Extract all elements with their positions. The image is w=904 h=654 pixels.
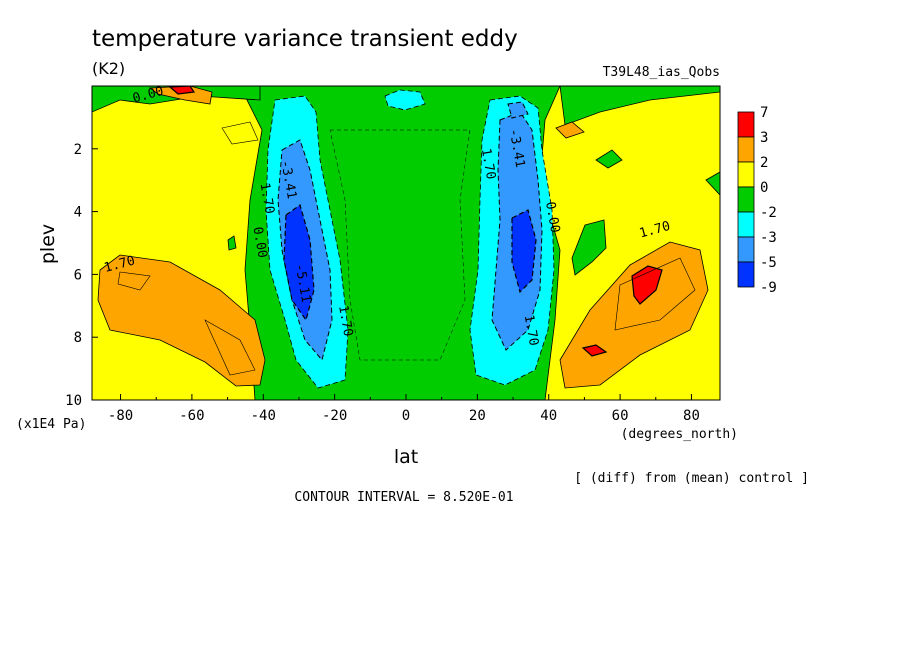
experiment-label: T39L48_ias_Qobs <box>603 65 720 80</box>
x-tick-label: -40 <box>251 408 276 424</box>
colorbar-label: 2 <box>760 155 768 171</box>
colorbar-swatch <box>737 111 755 138</box>
y-tick-label: 10 <box>65 393 82 409</box>
colorbar-label: -3 <box>760 230 777 246</box>
contour-line <box>329 129 471 361</box>
contour-label: 1.70 <box>335 304 355 337</box>
x-tick-label: -80 <box>108 408 133 424</box>
x-tick-label: -20 <box>322 408 347 424</box>
contour-label: 0.00 <box>542 201 562 234</box>
chart-title: temperature variance transient eddy <box>92 26 518 52</box>
comparison-note: [ (diff) from (mean) control ] <box>574 471 809 486</box>
contour-label: 1.70 <box>478 147 498 180</box>
band-red-right-low <box>581 344 608 357</box>
contour-line <box>221 121 259 145</box>
contour-line <box>117 271 151 291</box>
band-darkblue-left <box>283 204 315 322</box>
x-tick-label: 60 <box>612 408 629 424</box>
band-cyan-top <box>384 89 426 111</box>
band-green-rightsmall <box>595 149 623 169</box>
x-tick-label: 0 <box>402 408 410 424</box>
contour-field <box>92 86 720 400</box>
x-axis-unit: (degrees_north) <box>621 427 738 442</box>
band-green-farright <box>705 171 720 196</box>
y-axis-unit: (x1E4 Pa) <box>16 417 86 432</box>
band-orange-left <box>97 254 266 387</box>
colorbar-label: 7 <box>760 105 768 121</box>
x-tick-label: 20 <box>469 408 486 424</box>
y-tick-label: 2 <box>74 142 82 158</box>
colorbar-label: -2 <box>760 205 777 221</box>
colorbar-label: -5 <box>760 255 777 271</box>
colorbar-label: 3 <box>760 130 768 146</box>
colorbar-swatch <box>737 161 755 188</box>
contour-label: -5.11 <box>292 263 314 304</box>
x-tick-label: 40 <box>540 408 557 424</box>
colorbar-swatch <box>737 236 755 263</box>
contour-line <box>614 257 696 331</box>
contour-line <box>204 319 256 376</box>
colorbar-label: 0 <box>760 180 768 196</box>
contour-label: 0.00 <box>249 226 269 259</box>
contour-label: -3.41 <box>506 128 528 169</box>
y-axis-ticks: 2 4 6 8 10 <box>65 142 98 409</box>
band-green-nw <box>92 86 261 113</box>
contour-label: 1.70 <box>257 182 277 215</box>
colorbar-label: -9 <box>760 280 777 296</box>
colorbar-swatch <box>737 211 755 238</box>
contour-label: -3.41 <box>277 159 299 200</box>
band-darkblue-right <box>511 209 537 294</box>
colorbar: 7 3 2 0 -2 -3 -5 -9 <box>737 105 777 296</box>
x-tick-label: -60 <box>179 408 204 424</box>
y-tick-label: 4 <box>74 205 82 221</box>
band-green-left-dot <box>227 235 237 251</box>
colorbar-swatch <box>737 261 755 288</box>
contour-labels: 0.001.701.700.00-3.41-5.111.701.70 -3.410… <box>103 84 672 347</box>
y-axis-label: plev <box>37 224 59 264</box>
band-orange-nw <box>148 86 213 105</box>
x-tick-label: 80 <box>683 408 700 424</box>
x-axis-ticks: -80 -60 -40 -20 0 20 40 60 80 <box>108 394 700 424</box>
x-axis-label: lat <box>394 446 418 468</box>
band-orange-ne <box>555 121 585 139</box>
contour-interval: CONTOUR INTERVAL = 8.520E-01 <box>294 490 513 505</box>
contour-label: 1.70 <box>521 314 541 347</box>
chart-unit: (K2) <box>92 59 125 78</box>
band-blue-rightcap <box>507 101 529 119</box>
band-red-right <box>631 265 663 305</box>
colorbar-swatch <box>737 186 755 213</box>
band-green-rightblob <box>571 219 607 276</box>
y-tick-label: 8 <box>74 330 82 346</box>
y-tick-label: 6 <box>74 267 82 283</box>
colorbar-swatch <box>737 136 755 163</box>
